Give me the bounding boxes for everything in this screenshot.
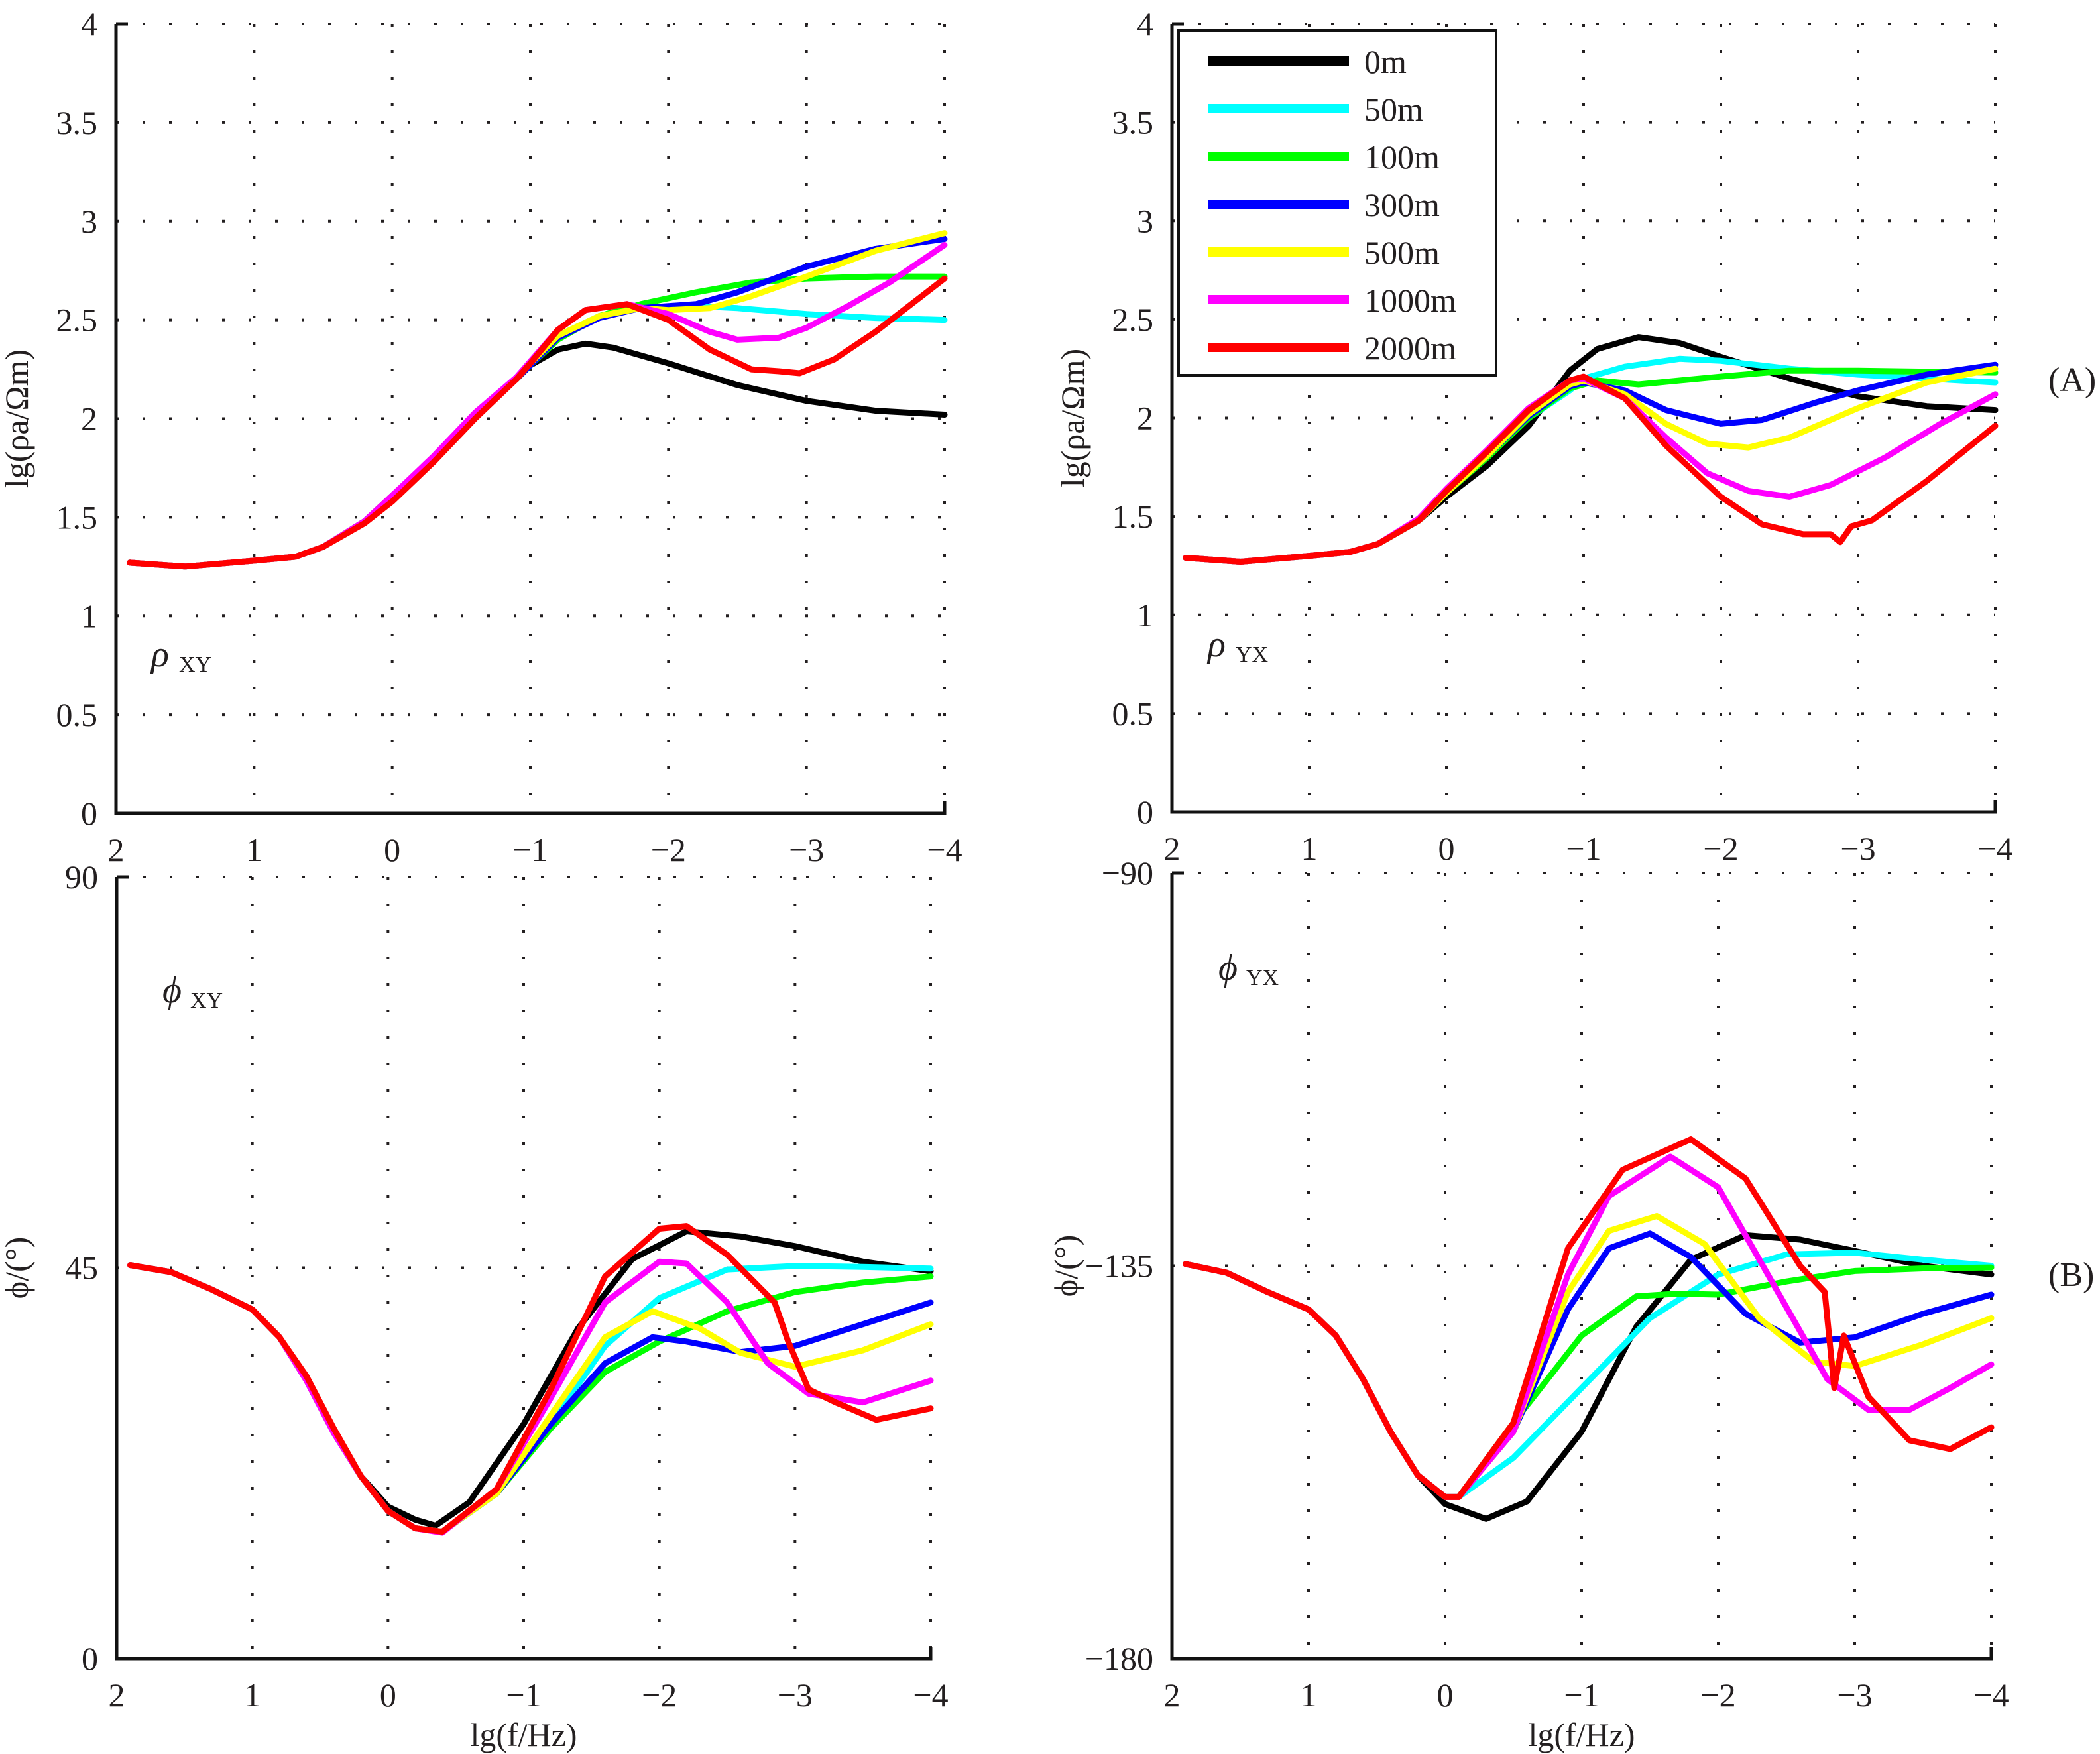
x-tick-label: −1 (1564, 1676, 1599, 1714)
y-axis-label: ϕ/(°) (1047, 1235, 1084, 1297)
x-tick-label: −1 (506, 1676, 541, 1714)
series-line-2000m (127, 275, 948, 570)
series-line-1000m (1183, 375, 1999, 565)
y-tick-label: 2 (1137, 400, 1153, 437)
legend-label: 1000m (1364, 282, 1456, 319)
chart-panel-phi_yx: 2 1 0 −1 −2 −3 −4 −180 −135 −90 ϕ/(°) lg(f/Hz) ϕ YX (1047, 854, 2009, 1753)
y-tick-label: −180 (1085, 1640, 1153, 1677)
y-axis-label: ϕ/(°) (0, 1237, 35, 1299)
chart-panel-rho_xy: 2 1 0 −1 −2 −3 −4 0 0.5 1 1.5 2 2.5 3 3.5 4 lg(ρa/Ωm) ρ XY (0, 5, 962, 868)
series-line-2000m (127, 1223, 934, 1535)
y-tick-label: 2.5 (1112, 301, 1154, 338)
y-tick-label: 0 (81, 795, 97, 832)
x-tick-label: 1 (1301, 1676, 1317, 1714)
series-line-1000m (1183, 1153, 1995, 1500)
axis-frame (1170, 873, 1993, 1661)
x-tick-label: −3 (789, 831, 824, 868)
inset-label-symbol: ρ (1206, 624, 1226, 665)
axis-frame (1170, 24, 1997, 814)
legend-label: 300m (1364, 186, 1440, 223)
legend: 0m 50m 100m 300m 500m 1000m 2000m (1177, 29, 1497, 377)
legend-label: 50m (1364, 91, 1423, 128)
legend-label: 100m (1364, 139, 1440, 176)
x-tick-label: −2 (642, 1676, 677, 1714)
x-tick-label: −4 (913, 1676, 948, 1714)
y-tick-label: 0 (82, 1640, 98, 1677)
series-line-2000m (1183, 1136, 1995, 1500)
x-tick-label: −1 (1566, 830, 1601, 867)
y-tick-label: −135 (1085, 1248, 1153, 1285)
x-tick-label: 0 (1438, 830, 1455, 867)
inset-label-subscript: YX (1236, 642, 1268, 667)
series-line-0m (127, 1228, 934, 1529)
y-tick-label: 0 (1137, 793, 1153, 831)
chart-panel-phi_xy: 2 1 0 −1 −2 −3 −4 0 45 90 ϕ/(°) lg(f/Hz) ϕ XY (0, 858, 949, 1753)
inset-label-symbol: ϕ (162, 970, 182, 1011)
series-line-500m (127, 230, 948, 570)
y-tick-label: 2.5 (56, 302, 98, 339)
x-tick-label: −3 (778, 1676, 813, 1714)
x-tick-label: −4 (1977, 830, 2012, 867)
series-line-50m (127, 303, 948, 570)
axis-frame (114, 24, 947, 815)
x-tick-label: −2 (1703, 830, 1738, 867)
x-tick-label: 2 (109, 1676, 125, 1714)
y-tick-label: 1.5 (56, 498, 98, 536)
y-tick-label: 1 (81, 597, 97, 634)
x-tick-label: 1 (1301, 830, 1318, 867)
y-tick-label: 45 (65, 1250, 98, 1287)
inset-label-subscript: XY (179, 652, 211, 677)
x-tick-label: −4 (1973, 1676, 2009, 1714)
legend-label: 500m (1364, 234, 1440, 271)
inset-label-subscript: YX (1246, 966, 1279, 990)
y-tick-label: 1 (1137, 597, 1153, 634)
x-tick-label: −1 (512, 831, 548, 868)
x-tick-label: −3 (1837, 1676, 1872, 1714)
series-line-0m (127, 340, 948, 570)
y-tick-label: 3.5 (56, 104, 98, 141)
x-tick-label: 1 (246, 831, 262, 868)
x-tick-label: −2 (651, 831, 686, 868)
y-tick-label: 2 (81, 400, 97, 438)
y-tick-label: 3.5 (1112, 104, 1154, 141)
y-axis-label: lg(ρa/Ωm) (1054, 349, 1091, 487)
x-tick-label: −2 (1700, 1676, 1735, 1714)
x-axis-label: lg(f/Hz) (1528, 1716, 1635, 1753)
chart-panel-rho_yx: 2 1 0 −1 −2 −3 −4 0 0.5 1 1.5 2 2.5 3 3.5 4 lg(ρa/Ωm) ρ YX (1054, 5, 2013, 867)
y-tick-label: −90 (1102, 854, 1153, 892)
x-tick-label: 2 (1164, 1676, 1181, 1714)
series-line-1000m (127, 1258, 934, 1536)
panel-tag-a: (A) (2048, 361, 2096, 399)
x-tick-label: 2 (108, 831, 125, 868)
y-tick-label: 0.5 (1112, 695, 1154, 732)
x-tick-label: 0 (384, 831, 400, 868)
y-tick-label: 4 (1137, 5, 1153, 42)
axis-frame (115, 877, 933, 1661)
x-tick-label: 0 (1437, 1676, 1454, 1714)
x-tick-label: 1 (244, 1676, 261, 1714)
y-tick-label: 4 (81, 5, 97, 42)
inset-label-subscript: XY (190, 988, 223, 1013)
inset-label-symbol: ρ (150, 634, 169, 675)
y-tick-label: 0.5 (56, 696, 98, 733)
y-tick-label: 90 (65, 858, 98, 896)
x-tick-label: −4 (927, 831, 962, 868)
legend-label: 0m (1364, 43, 1407, 80)
legend-label: 2000m (1364, 329, 1456, 367)
inset-label-symbol: ϕ (1218, 947, 1238, 988)
y-tick-label: 1.5 (1112, 498, 1154, 535)
panel-tag-b: (B) (2048, 1256, 2094, 1294)
series-line-50m (1183, 1250, 1995, 1500)
x-tick-label: −3 (1840, 830, 1875, 867)
x-axis-label: lg(f/Hz) (470, 1716, 577, 1753)
series-line-2000m (1183, 373, 1999, 565)
series-line-500m (1183, 1213, 1995, 1500)
x-tick-label: 2 (1164, 830, 1181, 867)
y-tick-label: 3 (1137, 202, 1153, 239)
y-tick-label: 3 (81, 203, 97, 240)
x-tick-label: 0 (380, 1676, 396, 1714)
y-axis-label: lg(ρa/Ωm) (0, 349, 35, 488)
